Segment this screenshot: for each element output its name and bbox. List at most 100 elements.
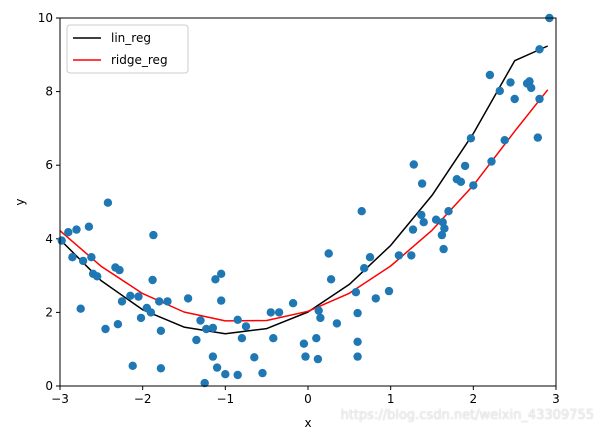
x-tick-label: −2: [134, 392, 152, 406]
scatter-point: [113, 320, 123, 329]
scatter-point: [533, 133, 542, 142]
scatter-point: [156, 326, 166, 335]
scatter-point: [117, 297, 127, 306]
scatter-point: [431, 215, 441, 224]
scatter-point: [417, 210, 426, 220]
scatter-point: [266, 308, 275, 317]
x-tick-label: 0: [304, 392, 312, 406]
scatter-point: [76, 304, 85, 313]
scatter-point: [460, 161, 470, 171]
scatter-point: [485, 70, 495, 80]
scatter-point: [394, 251, 404, 260]
scatter-point: [360, 264, 369, 273]
scatter-point: [241, 322, 251, 331]
scatter-point: [316, 313, 325, 323]
scatter-point: [208, 323, 218, 333]
scatter-point: [506, 78, 515, 87]
scatter-point: [371, 294, 380, 303]
scatter-point: [103, 198, 113, 207]
scatter-point: [72, 225, 81, 234]
scatter-point: [64, 228, 73, 237]
scatter-points: [57, 13, 554, 388]
legend-label-ridge-reg: ridge_reg: [111, 53, 168, 67]
scatter-point: [407, 251, 416, 260]
scatter-point: [57, 236, 66, 245]
y-tick-label: 6: [45, 158, 53, 172]
x-tick-label: −1: [216, 392, 234, 406]
scatter-point: [419, 218, 428, 227]
scatter-point: [274, 308, 284, 317]
scatter-point: [384, 286, 394, 296]
scatter-point: [212, 363, 222, 372]
scatter-point: [78, 256, 88, 266]
scatter-point: [155, 297, 164, 306]
scatter-point: [332, 319, 342, 328]
scatter-point: [301, 352, 310, 361]
watermark-text: https://blog.csdn.net/weixin_43309755: [340, 408, 594, 423]
scatter-point: [525, 77, 534, 86]
scatter-point: [510, 94, 519, 104]
scatter-point: [469, 181, 478, 190]
scatter-point: [357, 207, 366, 216]
x-tick-label: −3: [51, 392, 69, 406]
scatter-point: [365, 253, 375, 262]
scatter-point: [84, 222, 94, 231]
plot-area: [60, 18, 556, 386]
scatter-point: [313, 354, 323, 364]
scatter-point: [409, 160, 418, 169]
scatter-point: [101, 324, 110, 334]
scatter-point: [351, 288, 361, 297]
scatter-point: [353, 337, 362, 346]
scatter-point: [192, 335, 201, 345]
scatter-point: [200, 378, 209, 388]
scatter-point: [535, 45, 544, 54]
scatter-point: [149, 230, 158, 240]
scatter-point: [156, 364, 166, 373]
scatter-point: [408, 225, 418, 234]
scatter-point: [93, 272, 102, 281]
scatter-point: [527, 83, 536, 93]
scatter-point: [535, 94, 544, 104]
scatter-point: [134, 292, 143, 301]
scatter-point: [444, 207, 453, 216]
scatter-point: [314, 306, 323, 315]
y-tick-label: 8: [45, 85, 53, 99]
scatter-point: [146, 308, 156, 317]
scatter-point: [269, 334, 278, 343]
scatter-point: [437, 230, 447, 240]
legend: lin_reg ridge_reg: [66, 24, 189, 74]
scatter-point: [163, 297, 172, 306]
scatter-point: [202, 324, 211, 334]
legend-box: [66, 24, 189, 74]
scatter-point: [136, 313, 146, 323]
scatter-point: [196, 316, 205, 325]
scatter-point: [221, 370, 230, 379]
scatter-point: [208, 352, 218, 361]
scatter-point: [233, 370, 242, 380]
scatter-point: [417, 179, 427, 188]
x-tick-label: 1: [387, 392, 395, 406]
y-tick-label: 0: [45, 379, 53, 393]
scatter-point: [324, 249, 333, 258]
scatter-point: [353, 308, 362, 318]
scatter-point: [438, 218, 447, 227]
scatter-point: [183, 294, 193, 303]
scatter-point: [487, 157, 496, 166]
y-axis-label: y: [13, 198, 27, 205]
scatter-point: [68, 253, 77, 262]
scatter-point: [211, 275, 220, 284]
x-tick-label: 3: [552, 392, 560, 406]
x-axis-label: x: [304, 416, 311, 430]
scatter-point: [440, 224, 449, 233]
scatter-point: [466, 134, 476, 143]
scatter-point: [148, 275, 157, 285]
scatter-point: [288, 299, 298, 308]
scatter-point: [299, 339, 309, 348]
scatter-point: [495, 86, 504, 96]
scatter-point: [312, 334, 321, 343]
scatter-point: [456, 177, 466, 186]
x-tick-label: 2: [470, 392, 478, 406]
scatter-point: [233, 315, 242, 324]
scatter-point: [115, 265, 124, 275]
